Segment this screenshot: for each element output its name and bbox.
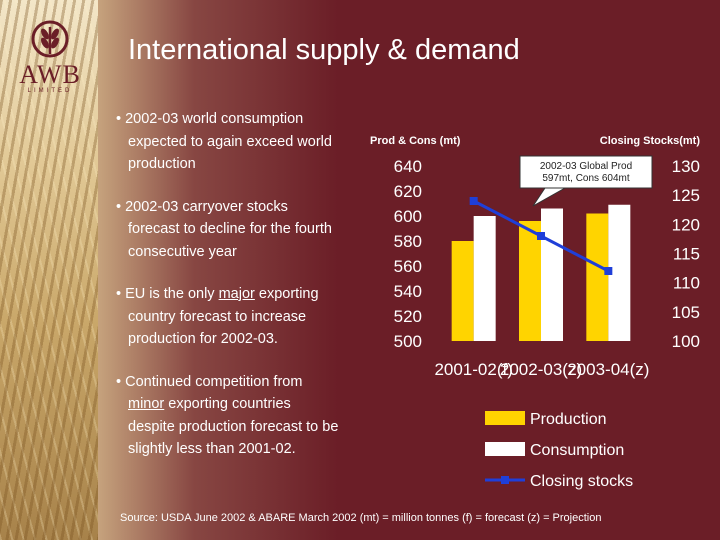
bullet-line: • 2002-03 carryover stocks bbox=[116, 198, 288, 215]
bullet-line: • 2002-03 world consumption bbox=[116, 111, 304, 127]
annotation-text: 2002-03 Global Prod bbox=[540, 161, 632, 172]
bullet-line: • Continued competition from bbox=[116, 373, 303, 390]
logo-subtitle: LIMITED bbox=[27, 88, 73, 94]
bullet-text: • EU is the only bbox=[116, 286, 219, 302]
left-tick-label: 560 bbox=[394, 257, 422, 276]
right-tick-label: 120 bbox=[672, 215, 700, 234]
bullet-text: exporting bbox=[254, 286, 319, 302]
right-tick-label: 110 bbox=[673, 274, 700, 293]
bullet-item: • 2002-03 world consumption expected to … bbox=[112, 108, 374, 176]
annotation-text: 597mt, Cons 604mt bbox=[542, 173, 629, 184]
left-tick-label: 620 bbox=[394, 182, 422, 201]
supply-demand-chart: Prod & Cons (mt) Closing Stocks(mt) 640 620… bbox=[370, 135, 701, 490]
source-note: Source: USDA June 2002 & ABARE March 200… bbox=[120, 512, 602, 524]
category-label: 2003-04(z) bbox=[567, 360, 649, 379]
bullet-line: minor exporting countries bbox=[112, 393, 374, 416]
left-tick-label: 600 bbox=[394, 207, 422, 226]
left-axis-title: Prod & Cons (mt) bbox=[370, 135, 461, 147]
wheat-photo-background bbox=[0, 0, 98, 540]
left-tick-label: 580 bbox=[394, 232, 422, 251]
bar-production bbox=[519, 221, 541, 341]
category-label: 2001-02(f) bbox=[434, 360, 512, 379]
bullet-line: consecutive year bbox=[128, 243, 237, 260]
closing-stocks-point bbox=[604, 267, 613, 275]
bullet-line: despite production forecast to be bbox=[128, 418, 339, 435]
right-tick-label: 105 bbox=[672, 303, 700, 322]
bullet-line: slightly less than 2001-02. bbox=[128, 441, 296, 457]
legend-label: Consumption bbox=[530, 442, 624, 459]
legend-swatch bbox=[485, 411, 525, 425]
category-label: 2002-03(z) bbox=[500, 360, 582, 379]
legend-label: Production bbox=[530, 411, 607, 428]
bullet-emphasis: minor bbox=[128, 396, 165, 412]
slide-title: International supply & demand bbox=[128, 34, 520, 66]
awb-logo: AWB LIMITED bbox=[14, 18, 86, 98]
bullet-list: • 2002-03 world consumption expected to … bbox=[112, 108, 374, 481]
bullet-line: country forecast to increase bbox=[128, 308, 307, 325]
legend-label: Closing stocks bbox=[530, 473, 633, 490]
bullet-item: • EU is the only major exporting country… bbox=[112, 283, 374, 351]
bullet-line: expected to again exceed world bbox=[128, 133, 332, 150]
right-axis-title: Closing Stocks(mt) bbox=[600, 135, 701, 147]
annotation-box bbox=[519, 155, 653, 189]
bar-consumption bbox=[608, 204, 631, 341]
right-tick-label: 100 bbox=[672, 332, 700, 351]
legend-swatch-marker bbox=[501, 476, 509, 484]
left-tick-label: 540 bbox=[394, 282, 422, 301]
bar-consumption bbox=[541, 208, 563, 341]
bar-consumption bbox=[473, 216, 496, 341]
right-tick-label: 125 bbox=[672, 186, 700, 205]
bar-production bbox=[451, 241, 474, 341]
bullet-text: exporting countries bbox=[164, 396, 291, 412]
left-tick-label: 500 bbox=[394, 332, 422, 351]
bullet-line: production bbox=[128, 156, 196, 172]
logo-wordmark: AWB bbox=[19, 60, 81, 89]
bullet-item: • 2002-03 carryover stocks forecast to d… bbox=[112, 196, 374, 264]
bar-production bbox=[586, 213, 609, 341]
bullet-item: • Continued competition from minor expor… bbox=[112, 371, 374, 461]
bullet-line: forecast to decline for the fourth bbox=[128, 221, 332, 237]
wheat-emblem-icon bbox=[31, 20, 69, 58]
annotation-pointer bbox=[532, 187, 567, 207]
bullet-emphasis: major bbox=[218, 286, 255, 302]
background-fade bbox=[98, 0, 338, 540]
closing-stocks-point bbox=[469, 197, 478, 205]
left-tick-label: 520 bbox=[394, 307, 422, 326]
left-tick-label: 640 bbox=[394, 157, 422, 176]
bullet-line: • EU is the only major exporting bbox=[112, 283, 374, 306]
bullet-line: production for 2002-03. bbox=[128, 331, 278, 347]
legend-swatch bbox=[485, 442, 525, 456]
right-tick-label: 115 bbox=[673, 245, 700, 264]
closing-stocks-point bbox=[537, 232, 545, 240]
right-tick-label: 130 bbox=[672, 157, 700, 176]
